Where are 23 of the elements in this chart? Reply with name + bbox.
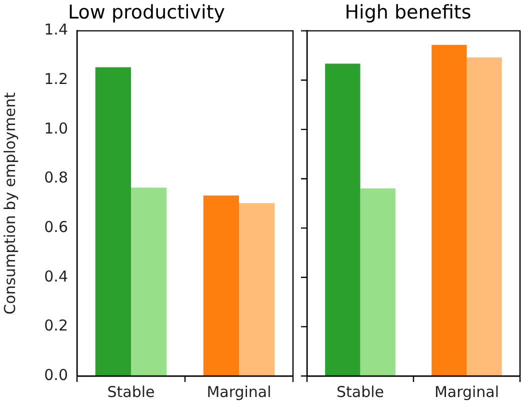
bar [131, 188, 167, 376]
bar [466, 57, 502, 376]
chart-title: High benefits [344, 1, 472, 24]
bar [325, 64, 360, 376]
y-tick-label: 1.2 [44, 70, 68, 88]
chart-title: Low productivity [68, 1, 226, 24]
x-tick-label: Marginal [434, 382, 500, 401]
y-tick-label: 0.2 [44, 316, 68, 335]
y-tick-label: 0.6 [44, 218, 68, 236]
y-tick-label: 1.0 [44, 119, 68, 138]
bar [95, 67, 131, 376]
x-tick-label: Stable [336, 382, 384, 401]
y-tick-label: 0.0 [44, 366, 68, 384]
y-tick-label: 0.4 [44, 267, 68, 286]
x-tick-label: Stable [107, 382, 155, 401]
bar [360, 188, 396, 376]
x-tick-label: Marginal [206, 382, 272, 401]
y-tick-label: 0.8 [44, 168, 68, 187]
bar [203, 196, 239, 376]
y-axis-title: Consumption by employment [0, 92, 19, 314]
bar [432, 44, 467, 376]
y-tick-label: 1.4 [44, 20, 68, 39]
bar [239, 203, 275, 376]
